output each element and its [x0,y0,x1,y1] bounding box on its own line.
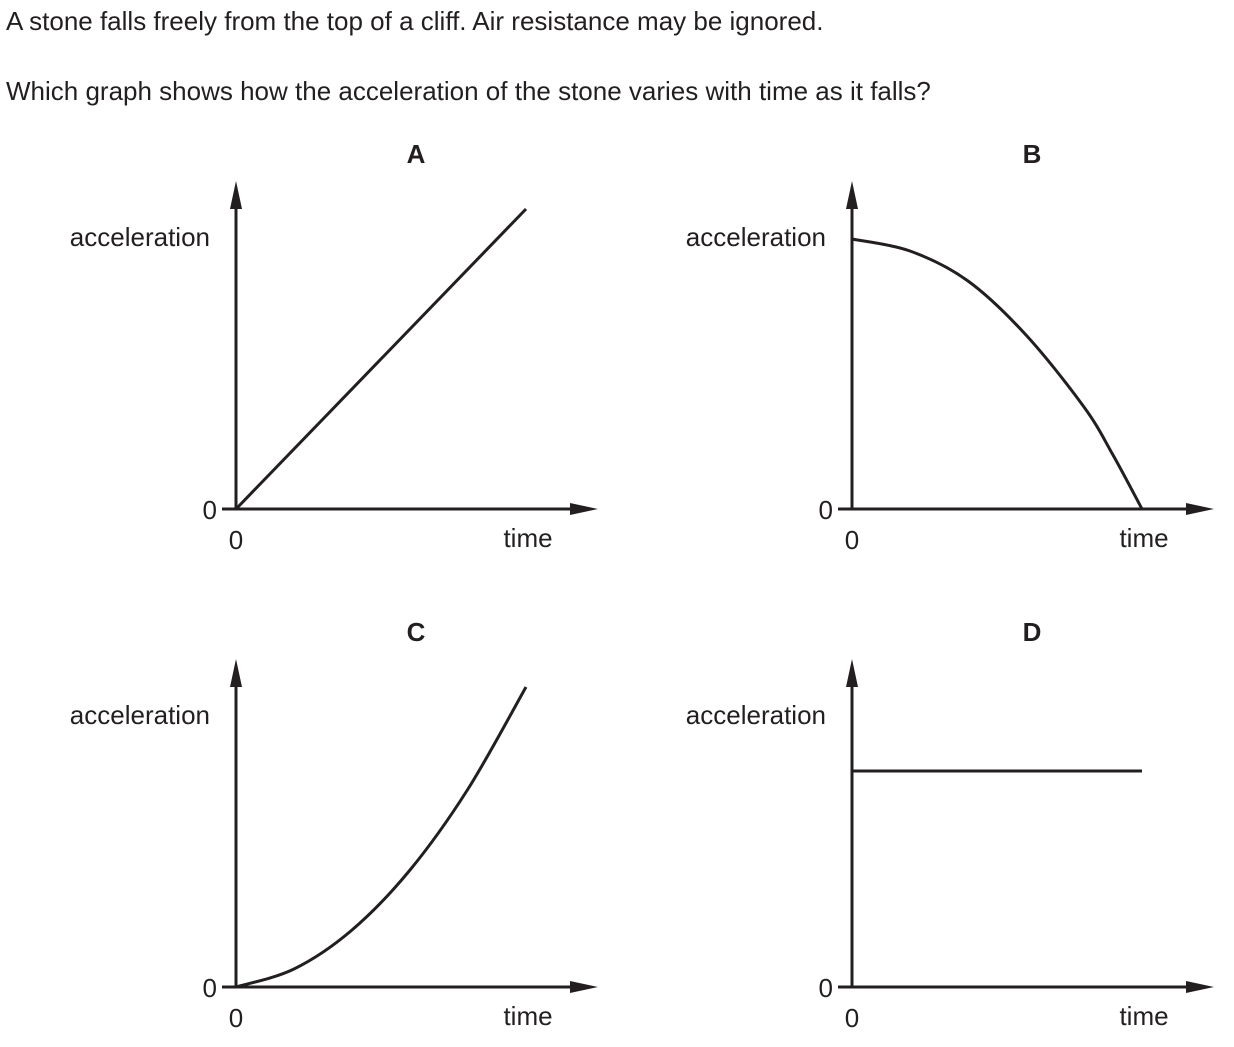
question-line-2: Which graph shows how the acceleration o… [6,76,931,106]
x-tick-label: 0 [845,525,859,555]
y-tick-label: 0 [203,495,217,525]
data-line [851,237,1144,510]
y-axis-arrow [230,181,242,209]
y-axis-label: acceleration [70,222,210,252]
x-tick-label: 0 [229,1003,243,1033]
x-axis-label: time [1119,1001,1168,1031]
question-line-1: A stone falls freely from the top of a c… [6,6,824,36]
x-axis-arrow [570,981,598,993]
y-axis-arrow [230,659,242,687]
data-line [235,686,528,989]
graph-title: A [407,139,426,169]
y-axis-label: acceleration [686,700,826,730]
x-axis-arrow [1186,503,1214,515]
x-axis-label: time [503,523,552,553]
x-axis-label: time [503,1001,552,1031]
y-axis-label: acceleration [70,700,210,730]
graph-title: D [1023,617,1042,647]
y-tick-label: 0 [819,495,833,525]
x-axis-arrow [1186,981,1214,993]
y-axis-arrow [846,659,858,687]
x-tick-label: 0 [229,525,243,555]
data-line [234,207,528,511]
x-tick-label: 0 [845,1003,859,1033]
x-axis-arrow [570,503,598,515]
y-tick-label: 0 [819,973,833,1003]
y-axis-label: acceleration [686,222,826,252]
y-tick-label: 0 [203,973,217,1003]
graph-title: C [407,617,426,647]
x-axis-label: time [1119,523,1168,553]
graph-title: B [1023,139,1042,169]
y-axis-arrow [846,181,858,209]
